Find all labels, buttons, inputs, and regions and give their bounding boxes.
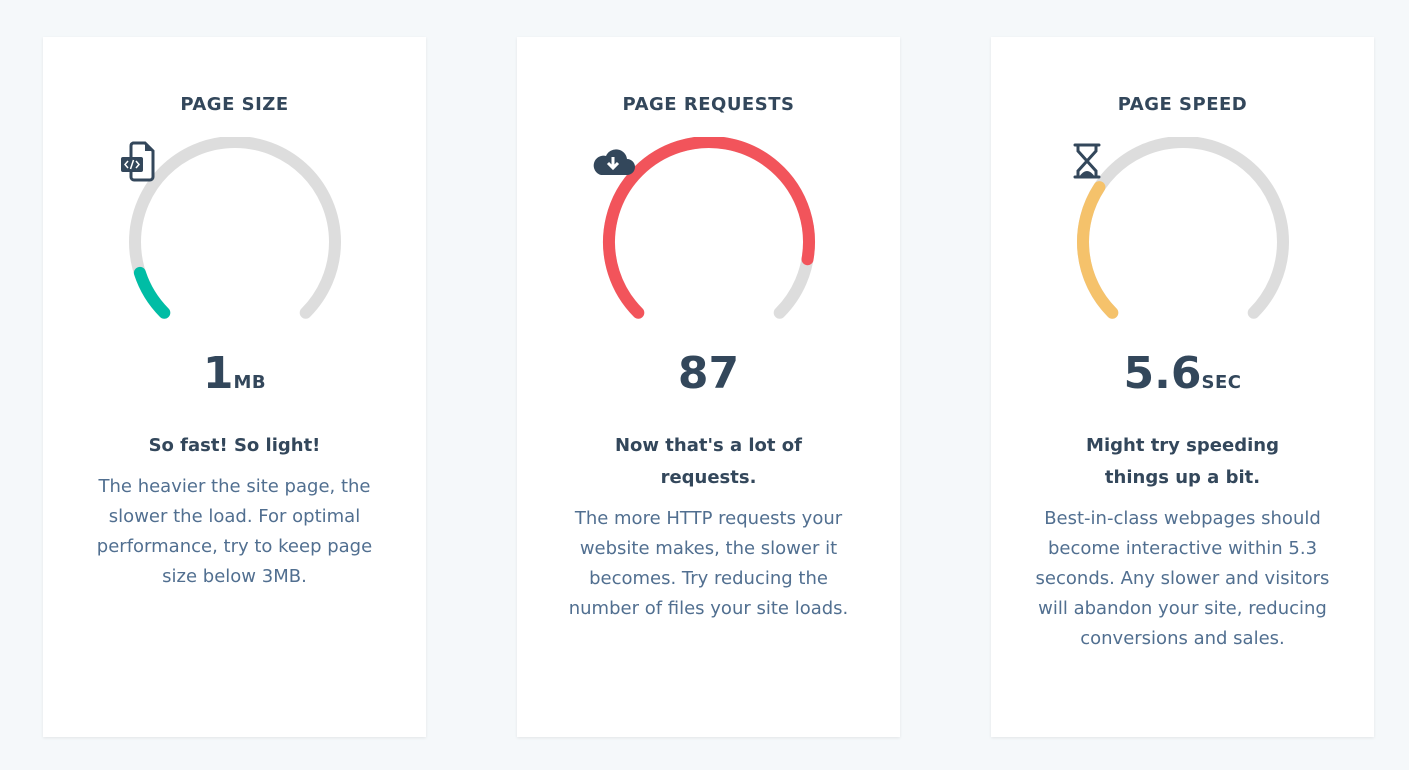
gauge-track (1076, 137, 1289, 319)
gauge-track (128, 137, 341, 319)
cloud-download-icon (593, 149, 635, 175)
metric-unit: MB (233, 372, 267, 393)
hourglass-icon (1073, 143, 1100, 179)
gauge-fill (1076, 181, 1118, 319)
card-title: PAGE SIZE (180, 94, 289, 115)
card-title: PAGE REQUESTS (622, 94, 795, 115)
gauge (115, 137, 355, 337)
metric-description: Best-in-class webpages should become int… (1035, 508, 1330, 649)
card-title: PAGE SPEED (1117, 94, 1248, 115)
file-code-icon (120, 141, 154, 182)
metric-value: 5.6SEC (1123, 348, 1242, 399)
gauge-fill (133, 266, 170, 319)
metric-unit: SEC (1201, 372, 1242, 393)
metric-value: 87 (677, 348, 740, 399)
metric-card: PAGE SPEED 5.6SEC Might try speeding thi… (991, 37, 1374, 737)
metric-headline: Now that's a lot of requests. (614, 435, 802, 488)
gauge (1063, 137, 1303, 337)
metric-card: PAGE SIZE 1MB So fast! So light! The hea… (43, 37, 426, 737)
metric-description: The heavier the site page, the slower th… (96, 476, 373, 587)
gauge-fill (602, 137, 815, 319)
gauge (589, 137, 829, 337)
metric-value: 1MB (202, 348, 267, 399)
metric-description: The more HTTP requests your website make… (568, 508, 849, 619)
metric-headline: So fast! So light! (148, 435, 321, 456)
metric-card: PAGE REQUESTS 87 Now that's a lot of req… (517, 37, 900, 737)
metric-headline: Might try speeding things up a bit. (1086, 435, 1279, 488)
